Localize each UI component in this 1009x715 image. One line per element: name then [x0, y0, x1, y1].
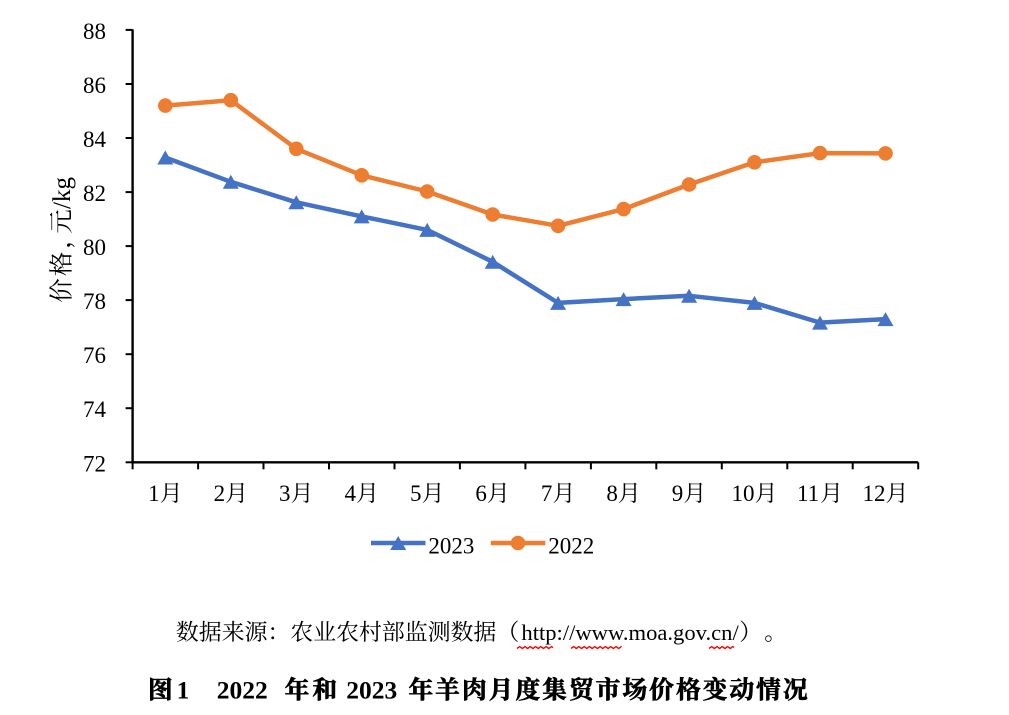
svg-text:12: 12 [863, 481, 886, 506]
svg-text:1: 1 [177, 675, 190, 704]
svg-text:80: 80 [83, 235, 106, 260]
svg-text:2023: 2023 [346, 675, 397, 704]
svg-text:72: 72 [83, 451, 106, 476]
svg-text:84: 84 [83, 127, 107, 152]
svg-text:2: 2 [214, 481, 226, 506]
svg-text:74: 74 [83, 397, 107, 422]
svg-text:82: 82 [83, 181, 106, 206]
svg-text:10: 10 [732, 481, 755, 506]
svg-text:78: 78 [83, 289, 106, 314]
svg-text:5: 5 [410, 481, 422, 506]
svg-text:2022: 2022 [217, 675, 268, 704]
svg-text:3: 3 [279, 481, 291, 506]
svg-text:1: 1 [148, 481, 160, 506]
svg-text:/kg: /kg [49, 177, 76, 209]
svg-text:11: 11 [797, 481, 819, 506]
svg-text:http://www.moa.gov.cn/: http://www.moa.gov.cn/ [521, 620, 739, 645]
svg-text:2022: 2022 [548, 533, 594, 558]
svg-text:76: 76 [83, 343, 106, 368]
svg-text:2023: 2023 [428, 533, 474, 558]
svg-text:88: 88 [83, 19, 106, 44]
svg-text:8: 8 [606, 481, 618, 506]
svg-text:6: 6 [475, 481, 487, 506]
svg-text:86: 86 [83, 73, 106, 98]
svg-text:9: 9 [672, 481, 684, 506]
svg-text:7: 7 [541, 481, 553, 506]
svg-text:4: 4 [345, 481, 357, 506]
